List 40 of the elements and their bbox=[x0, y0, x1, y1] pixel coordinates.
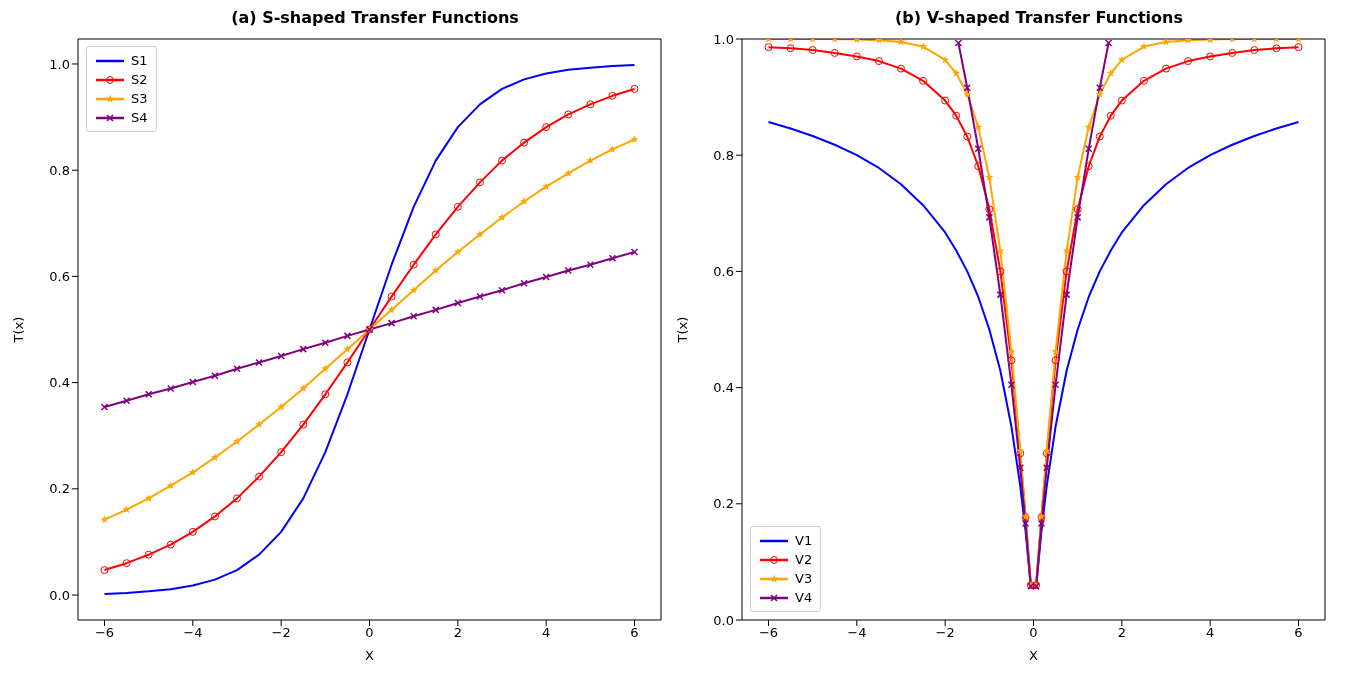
legend-label: S1 bbox=[131, 52, 148, 70]
x-tick-label: 4 bbox=[1206, 625, 1215, 641]
legend-label: S3 bbox=[131, 90, 148, 108]
x-tick-label: −2 bbox=[271, 625, 291, 641]
x-tick-label: −2 bbox=[935, 625, 955, 641]
y-tick-label: 0.0 bbox=[713, 612, 734, 628]
y-tick-label: 1.0 bbox=[49, 56, 70, 72]
x-tick-label: −6 bbox=[758, 625, 779, 641]
y-tick-label: 0.8 bbox=[713, 147, 734, 163]
x-tick-label: −6 bbox=[94, 625, 115, 641]
y-tick-label: 0.2 bbox=[713, 496, 734, 512]
y-tick-label: 0.6 bbox=[49, 269, 70, 285]
legend-label: V2 bbox=[795, 551, 813, 569]
y-axis-title: T(x) bbox=[10, 316, 26, 344]
y-tick-label: 1.0 bbox=[713, 31, 734, 47]
legend-label: S4 bbox=[131, 109, 148, 127]
x-tick-label: 6 bbox=[1294, 625, 1303, 641]
x-axis-title: X bbox=[1029, 648, 1039, 663]
y-tick-label: 0.4 bbox=[49, 375, 70, 391]
x-tick-label: 2 bbox=[1117, 625, 1126, 641]
x-tick-label: 6 bbox=[630, 625, 639, 641]
x-tick-label: −4 bbox=[183, 625, 203, 641]
chart-title: (a) S-shaped Transfer Functions bbox=[230, 8, 520, 29]
y-tick-label: 0.2 bbox=[49, 481, 70, 497]
x-tick-label: 4 bbox=[542, 625, 551, 641]
chart-title: (b) V-shaped Transfer Functions bbox=[894, 8, 1184, 29]
legend-label: V1 bbox=[795, 532, 813, 550]
y-axis-title: T(x) bbox=[674, 316, 690, 344]
y-tick-label: 0.8 bbox=[49, 162, 70, 178]
x-tick-label: −4 bbox=[847, 625, 867, 641]
y-tick-label: 0.0 bbox=[49, 587, 70, 603]
y-tick-label: 0.4 bbox=[713, 380, 734, 396]
x-tick-label: 0 bbox=[365, 625, 374, 641]
x-tick-label: 2 bbox=[453, 625, 462, 641]
x-axis-title: X bbox=[365, 648, 375, 663]
legend-label: V3 bbox=[795, 570, 813, 588]
legend-label: S2 bbox=[131, 71, 148, 89]
x-tick-label: 0 bbox=[1029, 625, 1038, 641]
legend-label: V4 bbox=[795, 589, 813, 607]
y-tick-label: 0.6 bbox=[713, 264, 734, 280]
